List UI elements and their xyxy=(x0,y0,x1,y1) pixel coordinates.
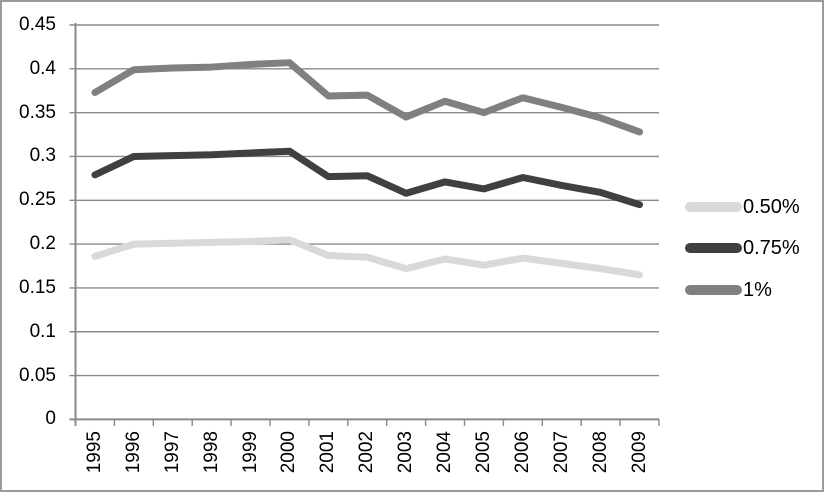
x-axis-label: 1995 xyxy=(83,431,105,474)
y-axis-label: 0.35 xyxy=(19,101,56,123)
y-axis-label: 0.1 xyxy=(29,320,56,342)
x-axis-label: 2001 xyxy=(317,431,339,474)
legend-item-0-50-percent: 0.50% xyxy=(685,196,800,218)
x-axis-label: 1997 xyxy=(161,431,183,474)
y-axis-label: 0.15 xyxy=(19,276,56,298)
x-axis-label: 2009 xyxy=(628,431,650,474)
y-axis-label: 0 xyxy=(45,408,56,430)
y-axis-label: 0.45 xyxy=(19,14,56,35)
series-line-0.75% xyxy=(91,147,644,209)
legend-swatch-0-75-percent xyxy=(685,243,742,253)
legend-item-0-75-percent: 0.75% xyxy=(685,237,800,259)
x-axis-label: 1996 xyxy=(122,431,144,474)
y-axis-label: 0.4 xyxy=(29,57,56,79)
legend-swatch-0-50-percent xyxy=(685,202,742,212)
x-axis-label: 2004 xyxy=(434,431,456,474)
legend-label: 0.75% xyxy=(743,237,800,259)
x-axis-label: 1998 xyxy=(200,431,222,474)
x-axis-label: 2007 xyxy=(550,431,572,474)
y-axis-label: 0.2 xyxy=(29,233,56,255)
x-axis-label: 2008 xyxy=(589,431,611,474)
x-axis-label: 2002 xyxy=(356,431,378,474)
y-axis-label: 0.05 xyxy=(19,364,56,386)
legend-item-1-percent: 1% xyxy=(685,279,772,301)
y-axis-label: 0.25 xyxy=(19,189,56,211)
series-line-0.50% xyxy=(91,236,644,279)
x-axis-label: 2005 xyxy=(472,431,494,474)
legend-swatch-1-percent xyxy=(685,285,742,295)
legend-label: 0.50% xyxy=(743,196,800,218)
series-line-1% xyxy=(91,59,644,136)
y-axis-label: 0.3 xyxy=(29,145,56,167)
x-axis-label: 2006 xyxy=(511,431,533,474)
x-axis-label: 2003 xyxy=(395,431,417,474)
x-axis-label: 1999 xyxy=(239,431,261,474)
x-axis-label: 2000 xyxy=(278,431,300,474)
legend-label: 1% xyxy=(743,279,772,301)
